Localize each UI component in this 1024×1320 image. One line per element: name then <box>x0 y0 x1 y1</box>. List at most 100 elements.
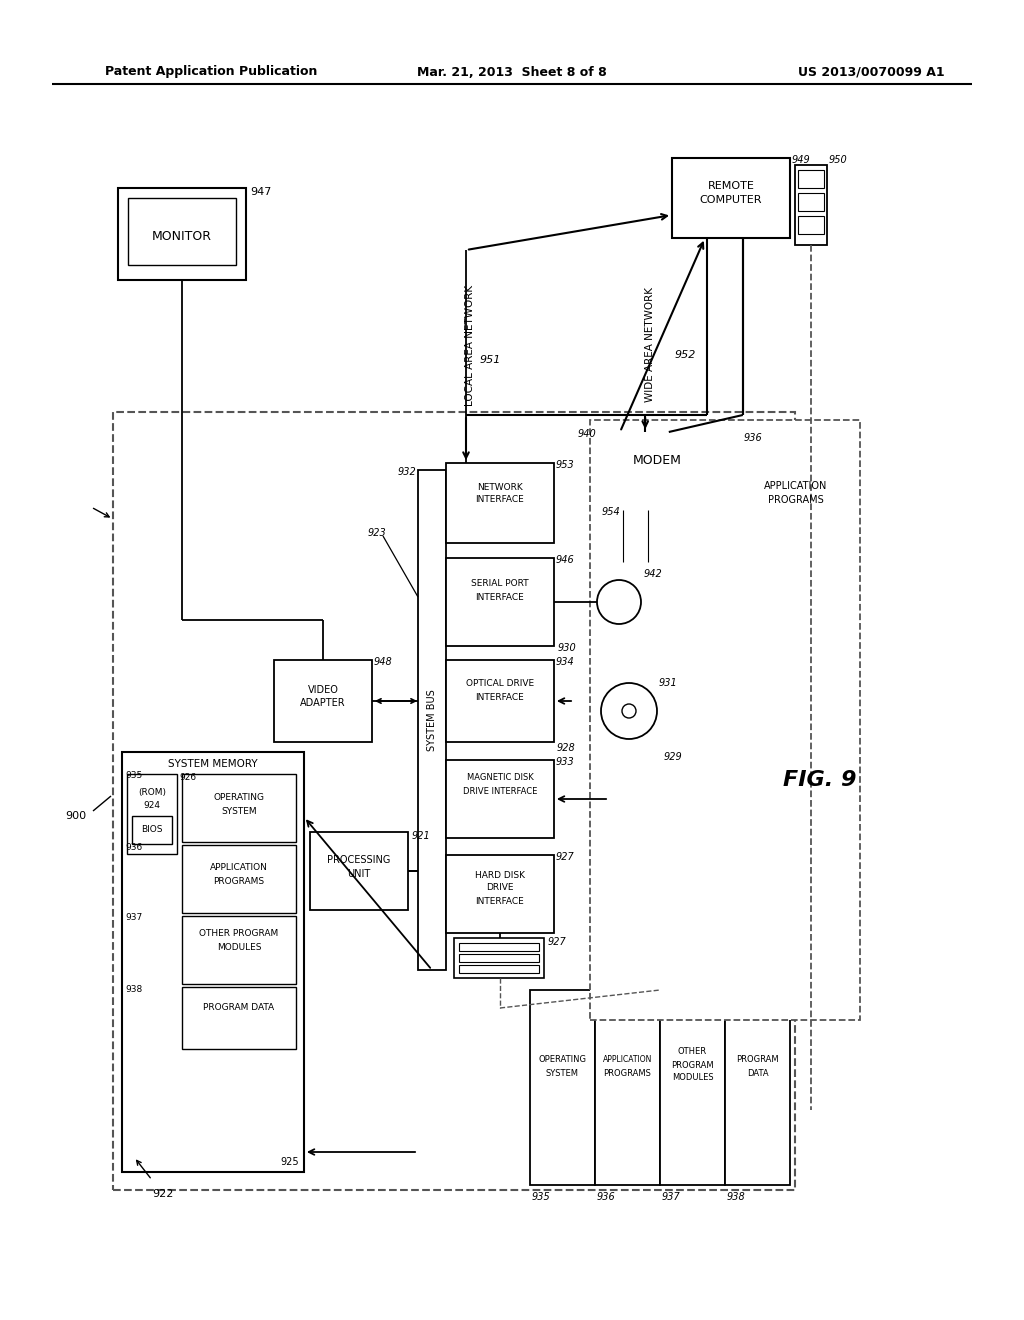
Text: APPLICATION: APPLICATION <box>210 862 268 871</box>
Text: US 2013/0070099 A1: US 2013/0070099 A1 <box>799 66 945 78</box>
Text: 936: 936 <box>597 1192 615 1203</box>
Text: OPERATING: OPERATING <box>539 1056 587 1064</box>
Bar <box>418 470 446 970</box>
Bar <box>459 954 539 962</box>
Text: (ROM): (ROM) <box>138 788 166 796</box>
Bar <box>182 845 296 913</box>
Text: 949: 949 <box>792 154 811 165</box>
Text: SYSTEM BUS: SYSTEM BUS <box>427 689 437 751</box>
Text: 925: 925 <box>281 1158 299 1167</box>
Text: Patent Application Publication: Patent Application Publication <box>105 66 317 78</box>
Text: MONITOR: MONITOR <box>152 231 212 243</box>
Bar <box>725 990 790 1185</box>
Text: INTERFACE: INTERFACE <box>475 593 524 602</box>
Text: 952: 952 <box>675 350 695 360</box>
Text: PROGRAM: PROGRAM <box>671 1060 714 1069</box>
Text: PROGRAMS: PROGRAMS <box>213 876 264 886</box>
Text: BIOS: BIOS <box>141 825 163 834</box>
Text: SYSTEM: SYSTEM <box>546 1068 579 1077</box>
Text: PROGRAMS: PROGRAMS <box>768 495 824 506</box>
Text: 922: 922 <box>152 1189 173 1199</box>
Text: 935: 935 <box>125 771 142 780</box>
Text: SYSTEM: SYSTEM <box>221 808 257 817</box>
Text: WIDE AREA NETWORK: WIDE AREA NETWORK <box>645 288 655 403</box>
Text: 938: 938 <box>125 985 142 994</box>
Text: HARD DISK: HARD DISK <box>475 870 525 879</box>
Text: MAGNETIC DISK: MAGNETIC DISK <box>467 774 534 783</box>
Text: DRIVE INTERFACE: DRIVE INTERFACE <box>463 787 538 796</box>
Text: 923: 923 <box>368 528 387 539</box>
Bar <box>446 558 554 645</box>
Bar <box>595 990 660 1185</box>
Bar <box>614 770 644 789</box>
Bar <box>132 816 172 843</box>
Text: 900: 900 <box>65 810 86 821</box>
Text: 937: 937 <box>662 1192 681 1203</box>
Text: INTERFACE: INTERFACE <box>475 896 524 906</box>
Bar <box>798 170 824 187</box>
Bar <box>446 855 554 933</box>
Text: LOCAL AREA NETWORK: LOCAL AREA NETWORK <box>465 284 475 405</box>
Bar <box>310 832 408 909</box>
Text: 931: 931 <box>659 678 678 688</box>
Text: ADAPTER: ADAPTER <box>300 698 346 708</box>
Bar <box>182 987 296 1049</box>
Text: 947: 947 <box>250 187 271 197</box>
Text: 937: 937 <box>125 913 142 923</box>
Text: 930: 930 <box>558 643 577 653</box>
Bar <box>798 193 824 211</box>
Text: 928: 928 <box>557 743 575 752</box>
Text: 926: 926 <box>179 774 197 783</box>
Text: OPTICAL DRIVE: OPTICAL DRIVE <box>466 680 535 689</box>
Text: FIG. 9: FIG. 9 <box>783 770 857 789</box>
Text: 954: 954 <box>602 507 621 517</box>
Bar <box>459 965 539 973</box>
Text: NETWORK: NETWORK <box>477 483 523 491</box>
Text: 927: 927 <box>548 937 566 946</box>
Bar <box>446 760 554 838</box>
Bar <box>113 412 795 1191</box>
Bar <box>795 165 827 246</box>
Text: 950: 950 <box>829 154 848 165</box>
Text: PROGRAMS: PROGRAMS <box>603 1068 651 1077</box>
Text: 934: 934 <box>556 657 574 667</box>
Bar <box>798 216 824 234</box>
Text: PROGRAM: PROGRAM <box>736 1056 779 1064</box>
Text: DRIVE: DRIVE <box>486 883 514 892</box>
Text: VIDEO: VIDEO <box>307 685 339 696</box>
Bar <box>606 510 708 562</box>
Bar <box>606 474 708 502</box>
Text: OTHER: OTHER <box>678 1048 707 1056</box>
Text: 929: 929 <box>664 752 683 762</box>
Bar <box>454 939 544 978</box>
Text: Mar. 21, 2013  Sheet 8 of 8: Mar. 21, 2013 Sheet 8 of 8 <box>417 66 607 78</box>
Text: UNIT: UNIT <box>347 869 371 879</box>
Text: MODULES: MODULES <box>217 944 261 953</box>
Text: 936: 936 <box>744 433 763 444</box>
Text: APPLICATION: APPLICATION <box>764 480 827 491</box>
Bar <box>530 990 595 1185</box>
Bar <box>614 795 654 817</box>
Bar <box>128 198 236 265</box>
Text: INTERFACE: INTERFACE <box>475 693 524 701</box>
Text: 935: 935 <box>532 1192 551 1203</box>
Bar <box>660 990 725 1185</box>
Bar <box>122 752 304 1172</box>
Text: 951: 951 <box>479 355 501 366</box>
Text: APPLICATION: APPLICATION <box>603 1056 652 1064</box>
Text: DATA: DATA <box>746 1068 768 1077</box>
Text: OPERATING: OPERATING <box>213 793 264 803</box>
Bar <box>742 450 850 560</box>
Text: 932: 932 <box>397 467 416 477</box>
Bar <box>459 942 539 950</box>
Bar <box>598 432 716 577</box>
Text: 924: 924 <box>143 801 161 810</box>
Text: 940: 940 <box>578 429 596 440</box>
Text: PROCESSING: PROCESSING <box>328 855 391 865</box>
Text: PROGRAM DATA: PROGRAM DATA <box>204 1002 274 1011</box>
Text: 942: 942 <box>644 569 663 579</box>
Circle shape <box>597 579 641 624</box>
Text: OTHER PROGRAM: OTHER PROGRAM <box>200 929 279 939</box>
Text: 948: 948 <box>374 657 393 667</box>
Text: 921: 921 <box>412 832 431 841</box>
